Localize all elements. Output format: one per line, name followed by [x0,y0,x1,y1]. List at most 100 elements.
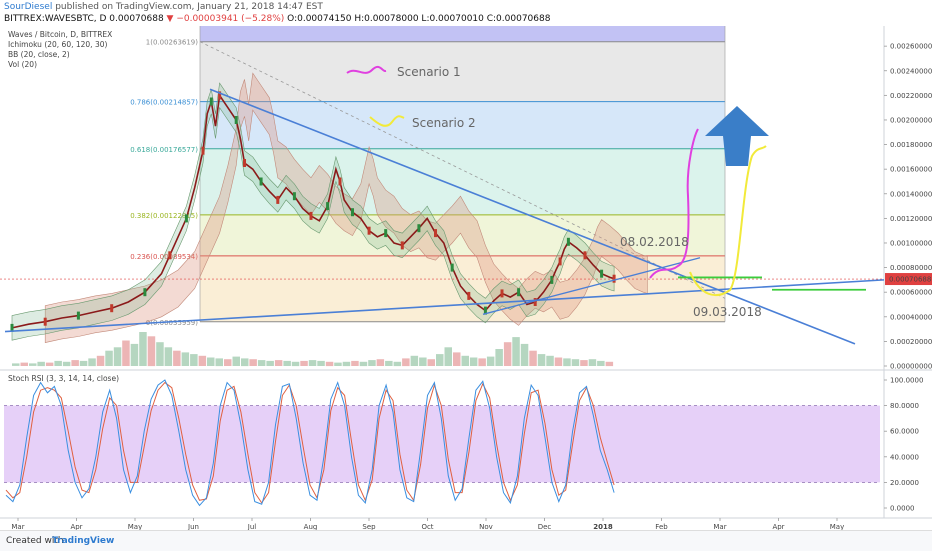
stoch-rsi-label[interactable]: Stoch RSI (3, 3, 14, 14, close) [8,374,119,383]
candle [309,211,313,220]
footer-bar: Created with TradingView [0,530,932,551]
price-axis[interactable]: 0.00260000 0.00240000 0.00220000 0.00200000… [884,43,932,371]
stoch-rsi-pane: 100.0000 80.0000 60.0000 40.0000 20.0000 0.00… [4,377,923,513]
stoch-tick-label: 20.0000 [890,479,919,487]
time-tick-label: Dec [538,523,552,530]
volume-bar [224,359,232,366]
candle [483,306,487,315]
scenario-1-path [649,128,699,279]
chart-canvas[interactable]: 1(0.00263619) 0.786(0.00214857) 0.618(0.00… [0,26,932,530]
price-line [11,93,615,329]
volume-bar [62,361,71,367]
scenario-drawings[interactable] [346,65,769,297]
volume-bar [478,358,486,367]
volume-bar [495,349,503,366]
volume-bar [207,357,215,366]
volume-bar [96,355,105,366]
tradingview-logo[interactable]: TradingView [52,536,115,546]
price-tick-label: 0.00140000 [890,190,932,198]
price-change: ▼ −0.00003941 (−5.28%) [163,14,285,24]
volume-bar [249,359,257,366]
candle [168,251,172,260]
time-tick-label: 2018 [593,523,613,530]
candle [566,237,570,246]
indicator-ichimoku[interactable]: Ichimoku (20, 60, 120, 30) [8,40,107,49]
stoch-k-line [5,379,615,507]
price-tick-label: 0.00220000 [890,92,932,100]
author-link[interactable]: SourDiesel [4,2,53,12]
candle [467,291,471,300]
volume-bar [410,355,419,366]
volume-bar [325,361,334,367]
date-label-1: 08.02.2018 [620,235,689,249]
fibonacci-retracement[interactable]: 1(0.00263619) 0.786(0.00214857) 0.618(0.00… [130,26,726,327]
current-price-badge-text: 0.00070688 [889,276,931,284]
fib-zone [200,148,725,215]
candle [292,192,296,201]
volume-bar [376,359,385,366]
background-layer [0,26,932,530]
volume-bar [266,360,274,366]
candle [209,97,213,106]
price-tick-label: 0.00260000 [890,43,932,51]
scenario-2-label: Scenario 2 [412,116,476,130]
price-tick-label: 0.00020000 [890,338,932,346]
candle [143,288,147,297]
volume-bar [419,357,427,366]
volume-bar [546,355,554,366]
volume-bars [12,332,614,367]
time-tick-label: Feb [655,523,668,530]
time-tick-label: Oct [421,523,433,530]
ascending-trendline [4,279,885,333]
publish-info: SourDiesel published on TradingView.com,… [4,1,323,13]
time-tick-label: May [830,523,844,530]
volume-bar [283,360,291,366]
price-tick-label: 0.00200000 [890,116,932,124]
candle [517,288,521,297]
indicator-vol[interactable]: Vol (20) [8,60,37,69]
candle [612,274,616,283]
publish-text: published on TradingView.com, January 21… [52,2,323,12]
volume-bar [351,360,359,366]
candle [338,177,342,186]
volume-bar [563,358,571,367]
volume-bar [105,350,113,366]
fib-level-label: 0.786(0.00214857) [130,99,198,107]
descending-trendline [209,88,856,345]
volume-bar [597,360,605,366]
time-tick-label: Mar [713,523,726,530]
fib-level-label: 0.382(0.00122815) [130,212,198,220]
candle [550,275,554,284]
volume-bar [291,361,300,367]
candle [243,159,246,167]
time-axis[interactable]: Mar Apr May Jun Jul Aug Sep Oct Nov Dec 2018 Feb Mar… [11,518,844,530]
time-tick-label: Sep [362,523,376,530]
volume-bar [139,332,147,366]
volume-bar [385,360,393,366]
up-arrow [705,106,769,166]
volume-bar [79,360,88,366]
time-tick-label: Jun [187,523,199,530]
volume-bar [20,362,28,366]
candle [76,311,80,320]
volume-bar [300,360,308,366]
volume-bar [45,362,54,366]
candle [417,224,421,233]
price-tick-label: 0.00040000 [890,313,932,321]
fib-zone [200,41,725,102]
indicator-bb[interactable]: BB (20, close, 2) [8,50,70,59]
candle [351,208,354,217]
trendlines[interactable] [4,88,885,345]
volume-bar [571,359,580,366]
volume-bar [334,362,342,366]
volume-bar [537,354,546,366]
price-tick-label: 0.00120000 [890,215,932,223]
price-tick-label: 0.00000000 [890,363,932,371]
candle [533,298,537,306]
volume-bar [342,361,351,367]
candle [558,257,562,266]
volume-bar [241,358,249,367]
price-tick-label: 0.00080000 [890,264,932,272]
fib-guide-line [199,41,726,299]
candle [201,146,205,155]
